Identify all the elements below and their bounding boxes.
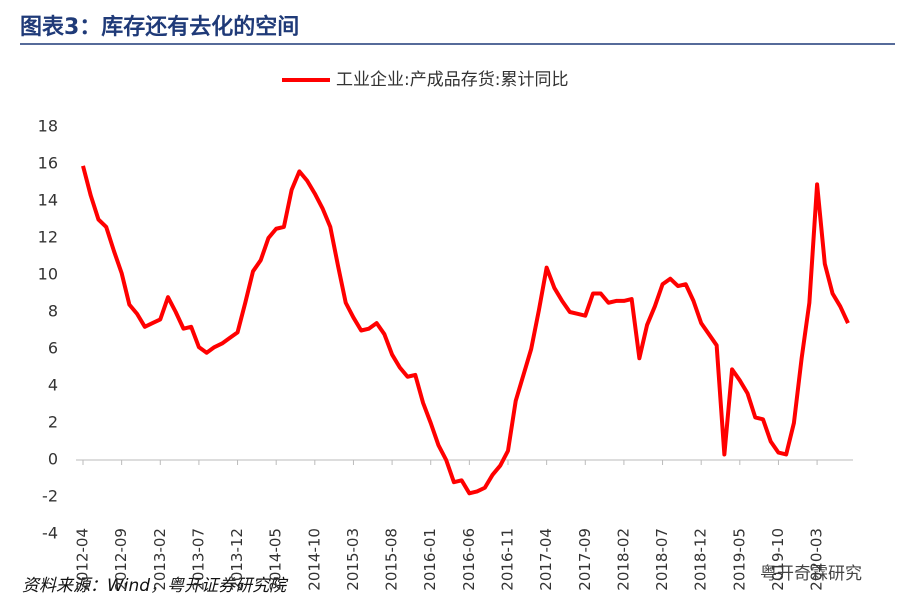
y-tick-label: 12: [38, 228, 58, 247]
x-tick-label: 2017-04: [537, 528, 555, 591]
chart-title: 图表3：库存还有去化的空间: [20, 14, 299, 40]
x-tick-label: 2013-02: [151, 528, 169, 591]
x-tick-label: 2017-09: [576, 528, 594, 591]
x-tick-label: 2016-01: [421, 528, 439, 591]
x-tick-label: 2012-04: [74, 528, 92, 591]
x-tick-label: 2019-10: [769, 528, 787, 591]
y-tick-label: 10: [38, 265, 58, 284]
legend-label: 工业企业:产成品存货:累计同比: [336, 70, 568, 90]
x-tick-label: 2018-02: [614, 528, 632, 591]
y-tick-label: 18: [38, 117, 58, 136]
y-tick-label: -2: [42, 487, 58, 506]
x-tick-label: 2020-03: [808, 528, 826, 591]
x-tick-label: 2016-11: [499, 528, 517, 591]
x-tick-label: 2012-09: [112, 528, 130, 591]
y-tick-label: 8: [48, 302, 58, 321]
x-tick-label: 2014-10: [305, 528, 323, 591]
source: 资料来源：Wind，粤开证券研究院: [22, 576, 289, 596]
y-tick-label: 4: [48, 376, 58, 395]
x-tick-label: 2018-07: [653, 528, 671, 591]
y-tick-label: 0: [48, 450, 58, 469]
x-tick-label: 2014-05: [267, 528, 285, 591]
y-tick-label: 14: [38, 191, 58, 210]
x-tick-label: 2013-12: [228, 528, 246, 591]
y-tick-label: 2: [48, 413, 58, 432]
x-tick-label: 2018-12: [692, 528, 710, 591]
series-line: [81, 165, 850, 496]
x-tick-label: 2015-03: [344, 528, 362, 591]
y-tick-label: -4: [42, 524, 58, 543]
x-tick-label: 2016-06: [460, 528, 478, 591]
y-tick-label: 6: [48, 339, 58, 358]
y-tick-label: 16: [38, 154, 58, 173]
x-tick-label: 2019-05: [730, 528, 748, 591]
watermark: 粤开奇霖研究: [760, 564, 862, 584]
x-tick-label: 2015-08: [383, 528, 401, 591]
x-tick-label: 2013-07: [189, 528, 207, 591]
